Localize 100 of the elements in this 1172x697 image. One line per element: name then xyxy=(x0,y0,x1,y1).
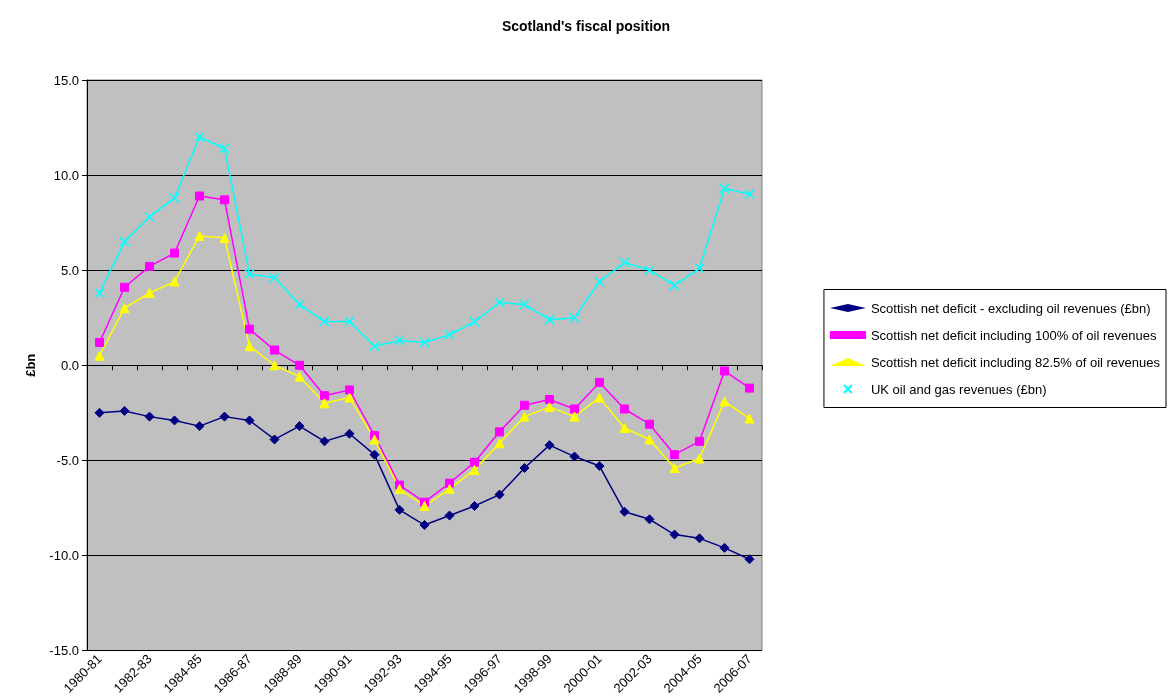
point xyxy=(94,407,105,418)
point xyxy=(644,264,655,276)
point xyxy=(519,411,530,422)
y-tick-label: 10.0 xyxy=(53,167,79,183)
point xyxy=(219,411,230,422)
point xyxy=(269,272,280,284)
point xyxy=(344,316,355,327)
point xyxy=(319,398,330,409)
point xyxy=(694,533,705,544)
y-axis-title: £bn xyxy=(23,353,38,377)
point xyxy=(170,248,179,258)
point xyxy=(294,299,305,310)
point xyxy=(219,232,230,243)
point xyxy=(344,428,355,439)
point xyxy=(619,423,630,434)
point xyxy=(744,554,755,565)
point xyxy=(469,316,480,327)
point xyxy=(694,263,705,274)
legend-label: Scottish net deficit - excluding oil revenues (£bn) xyxy=(870,300,1151,316)
legend-label: UK oil and gas revenues (£bn) xyxy=(870,381,1047,397)
point xyxy=(270,345,279,355)
point xyxy=(545,395,554,405)
point xyxy=(269,434,280,445)
y-tick-label: 15.0 xyxy=(53,72,79,88)
point xyxy=(569,411,580,422)
point xyxy=(169,192,180,204)
point xyxy=(620,404,629,414)
point xyxy=(495,427,504,437)
point xyxy=(319,436,330,447)
point xyxy=(94,287,105,299)
point xyxy=(494,297,505,308)
point xyxy=(694,453,705,464)
point xyxy=(719,183,730,194)
point xyxy=(119,303,130,314)
point xyxy=(294,371,305,382)
point xyxy=(144,288,155,298)
point xyxy=(344,392,355,403)
point xyxy=(244,415,255,426)
point xyxy=(669,462,680,473)
point xyxy=(569,451,580,462)
point xyxy=(494,438,505,449)
point xyxy=(294,421,305,432)
point xyxy=(119,405,130,416)
chart-title: Scotland's fiscal position xyxy=(501,18,671,34)
point xyxy=(470,457,479,467)
point xyxy=(394,504,405,515)
point xyxy=(719,542,730,553)
point xyxy=(444,483,455,494)
y-tick-label: 5.0 xyxy=(60,262,79,278)
point xyxy=(670,450,679,460)
point xyxy=(244,268,255,280)
point xyxy=(720,366,729,376)
point xyxy=(519,462,530,473)
point xyxy=(744,413,755,424)
point xyxy=(594,276,605,287)
y-tick-label: -15.0 xyxy=(49,643,79,659)
point xyxy=(619,506,630,517)
point xyxy=(220,195,229,205)
point xyxy=(744,188,755,200)
point xyxy=(645,419,654,429)
point xyxy=(544,314,555,325)
point xyxy=(320,391,329,401)
point xyxy=(745,383,754,393)
point xyxy=(319,316,330,327)
y-tick-label: 0.0 xyxy=(60,357,79,373)
point xyxy=(644,434,655,445)
point xyxy=(269,360,280,371)
point xyxy=(219,143,230,154)
point xyxy=(594,392,605,403)
legend-label: Scottish net deficit including 82.5% of oil revenues xyxy=(870,354,1161,370)
point xyxy=(619,257,630,268)
legend-label: Scottish net deficit including 100% of oil revenues xyxy=(870,327,1157,343)
point xyxy=(644,514,655,525)
point xyxy=(119,236,130,247)
point xyxy=(520,400,529,410)
point xyxy=(94,350,105,361)
point xyxy=(419,501,430,512)
point xyxy=(595,377,604,387)
y-tick-label: -10.0 xyxy=(49,547,79,563)
point xyxy=(544,402,555,413)
point xyxy=(594,461,605,472)
point xyxy=(120,282,129,292)
point xyxy=(194,131,205,143)
point xyxy=(469,501,480,512)
point xyxy=(394,335,405,346)
point xyxy=(369,341,380,352)
point xyxy=(394,483,405,494)
point xyxy=(569,312,580,323)
point xyxy=(669,529,680,540)
point xyxy=(369,449,380,460)
point xyxy=(419,337,430,348)
point xyxy=(195,191,204,201)
point xyxy=(695,436,704,446)
point xyxy=(719,396,730,407)
point xyxy=(144,211,155,223)
point xyxy=(169,276,180,287)
point xyxy=(444,510,455,521)
point xyxy=(144,411,155,422)
point xyxy=(169,415,180,426)
point xyxy=(419,520,430,531)
